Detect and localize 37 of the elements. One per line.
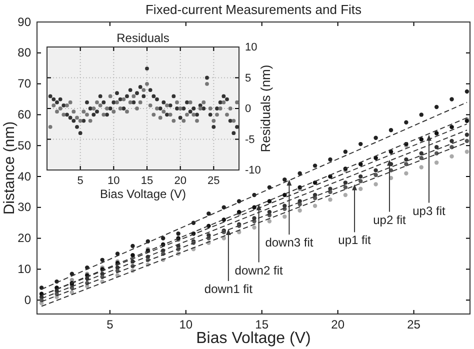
- y-tick-label: 80: [18, 46, 32, 60]
- annotation: down1 fit: [204, 282, 254, 296]
- y-tick-label: -10: [245, 164, 261, 177]
- x-tick-label: 20: [331, 318, 345, 332]
- y-tick-label: 5: [245, 72, 252, 84]
- y-tick-label: 10: [245, 42, 258, 54]
- y-tick-label: 60: [18, 108, 32, 122]
- x-axis-title: Bias Voltage (V): [196, 330, 311, 347]
- annotation: down3 fit: [265, 236, 314, 250]
- y-tick-label: 50: [18, 138, 32, 152]
- annotation: up1 fit: [338, 233, 372, 248]
- x-tick-label: 25: [208, 174, 220, 187]
- y-tick-label: 0: [24, 292, 32, 307]
- y-tick-label: -5: [245, 134, 255, 146]
- x-tick-label: 20: [174, 174, 186, 187]
- y-tick-label: 10: [18, 262, 32, 276]
- x-tick-label: 10: [179, 318, 193, 332]
- x-tick-label: 15: [255, 318, 269, 332]
- annotation: up2 fit: [373, 212, 406, 227]
- y-tick-label: 90: [18, 14, 32, 29]
- y-axis-title: Distance (nm): [1, 121, 18, 215]
- y-tick-label: 70: [18, 76, 32, 91]
- y-axis-title: Residuals (nm): [258, 64, 273, 152]
- x-tick-label: 5: [77, 174, 84, 187]
- x-tick-label: 5: [106, 318, 114, 332]
- chart-title: Fixed-current Measurements and Fits: [145, 2, 362, 17]
- y-tick-label: 40: [18, 169, 32, 184]
- chart-title: Residuals: [116, 31, 170, 45]
- y-tick-label: 30: [18, 200, 32, 214]
- x-axis-title: Bias Voltage (V): [100, 187, 186, 201]
- x-tick-label: 15: [140, 174, 154, 187]
- y-tick-label: 0: [245, 103, 252, 116]
- x-tick-label: 10: [108, 174, 120, 187]
- annotation: up3 fit: [412, 204, 446, 218]
- x-tick-label: 25: [407, 318, 421, 332]
- annotation: down2 fit: [234, 263, 284, 278]
- y-tick-label: 20: [18, 231, 32, 246]
